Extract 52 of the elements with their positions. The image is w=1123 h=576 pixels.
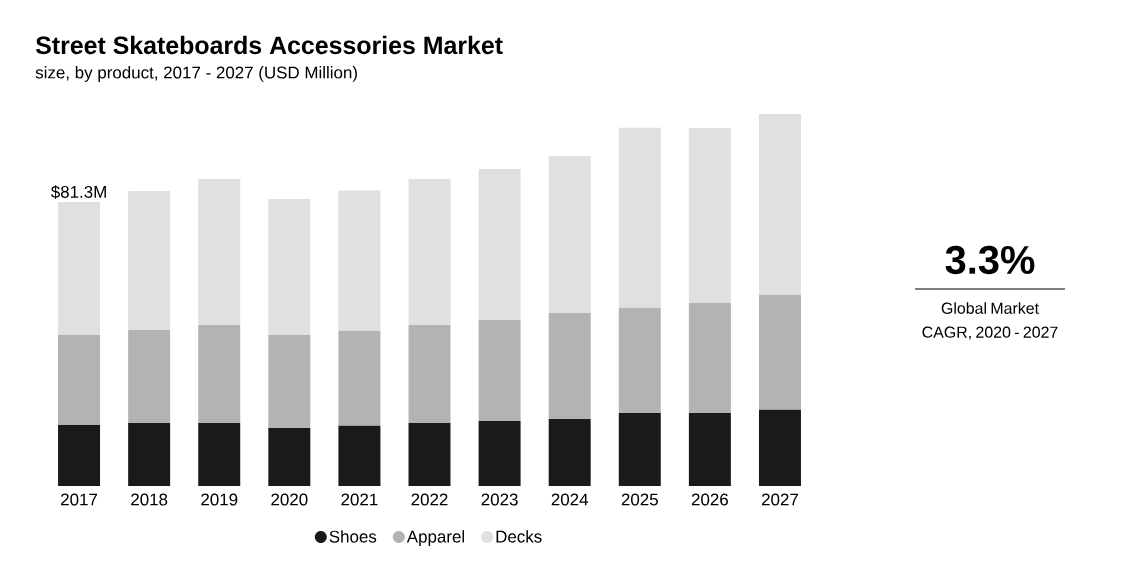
chart-subtitle: size, by product, 2017 - 2027 (USD Million) — [35, 66, 357, 82]
x-tick-label: 2021 — [341, 493, 378, 506]
x-tick-label: 2017 — [61, 493, 98, 506]
bar — [618, 413, 661, 486]
bar — [338, 190, 381, 331]
x-tick-label: 2025 — [621, 493, 658, 506]
chart-title: Street Skateboards Accessories Market — [35, 35, 503, 55]
x-tick-label: 2022 — [411, 493, 448, 506]
x-tick-label: 2020 — [271, 493, 308, 506]
bar — [198, 423, 241, 486]
bar — [478, 168, 521, 321]
x-tick-label: 2023 — [481, 493, 518, 506]
bar — [688, 302, 731, 414]
annotation: $81.3M — [50, 185, 106, 199]
bar — [478, 420, 521, 486]
bar — [478, 320, 521, 421]
legend-label: Shoes — [329, 530, 377, 543]
x-tick-label: 2018 — [131, 493, 168, 506]
x-tick-label: 2019 — [201, 493, 238, 506]
bar — [758, 294, 801, 410]
bar — [128, 423, 171, 486]
bar — [548, 155, 591, 313]
bar — [268, 334, 311, 428]
bar — [198, 324, 241, 424]
legend-label: Apparel — [406, 530, 465, 546]
x-tick-label: 2024 — [551, 493, 589, 506]
x-tick-label: 2026 — [691, 493, 728, 506]
bar — [128, 190, 171, 331]
bar — [268, 199, 311, 335]
bar — [688, 128, 731, 303]
bar — [618, 127, 661, 308]
bar — [338, 425, 381, 486]
bar — [128, 330, 171, 424]
bar — [758, 113, 801, 295]
text: Global Market CAGR, 2020 - 2027 — [922, 302, 1058, 340]
text: 3.3% — [945, 245, 1035, 275]
bar — [548, 312, 591, 420]
bar — [338, 330, 381, 426]
bar — [198, 179, 241, 325]
bar — [408, 423, 451, 486]
bar — [268, 427, 311, 486]
bar — [408, 179, 451, 325]
bar — [408, 324, 451, 424]
bar — [58, 424, 101, 486]
x-tick-label: 2027 — [761, 493, 798, 506]
legend-label: Decks — [496, 530, 542, 543]
bar — [58, 202, 101, 335]
bar — [548, 419, 591, 486]
bar — [58, 334, 101, 425]
bar — [688, 413, 731, 486]
bar — [758, 409, 801, 486]
bar — [618, 307, 661, 414]
